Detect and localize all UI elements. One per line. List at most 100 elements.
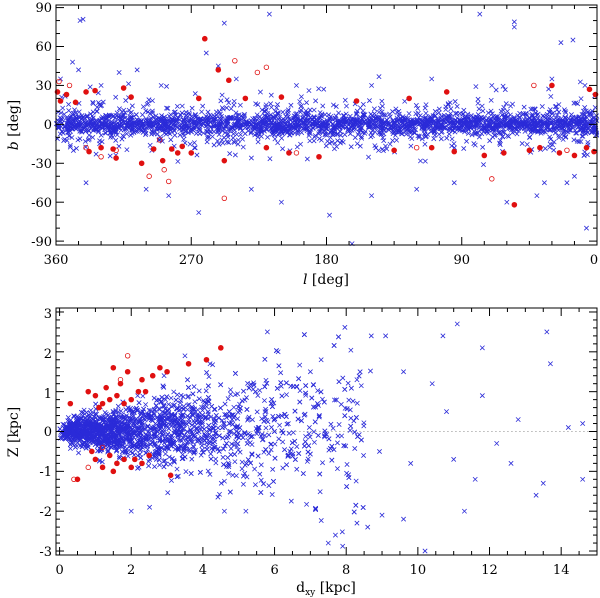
- blue-cross-point: [465, 130, 471, 136]
- blue-cross-point: [172, 123, 178, 129]
- blue-cross-point: [361, 112, 366, 118]
- blue-cross-point: [322, 428, 328, 434]
- blue-cross-point: [90, 134, 96, 140]
- blue-cross-point: [529, 125, 535, 131]
- blue-cross-point: [302, 439, 308, 445]
- blue-cross-point: [263, 406, 269, 412]
- blue-cross-point: [589, 112, 595, 118]
- blue-cross-point: [152, 407, 158, 413]
- blue-cross-point: [149, 425, 155, 431]
- blue-cross-point: [160, 383, 166, 389]
- blue-cross-point: [249, 442, 255, 448]
- blue-cross-point: [92, 429, 98, 435]
- blue-cross-point: [237, 408, 243, 414]
- blue-cross-point: [266, 11, 272, 17]
- blue-cross-point: [220, 140, 226, 146]
- blue-cross-point: [161, 464, 167, 470]
- blue-cross-point: [285, 421, 291, 427]
- blue-cross-point: [344, 461, 350, 467]
- blue-cross-point: [548, 93, 554, 99]
- blue-cross-point: [141, 406, 147, 412]
- blue-cross-point: [258, 477, 264, 483]
- blue-cross-point: [366, 124, 372, 130]
- blue-cross-point: [66, 101, 72, 107]
- red-filled-point: [86, 148, 92, 155]
- blue-cross-point: [152, 440, 158, 446]
- blue-cross-point: [377, 449, 382, 454]
- red-filled-point: [428, 144, 435, 151]
- blue-cross-point: [72, 444, 78, 450]
- blue-cross-point: [327, 446, 333, 451]
- red-open-point: [254, 69, 261, 76]
- blue-cross-point: [547, 134, 553, 140]
- blue-cross-point: [237, 122, 243, 128]
- blue-cross-point: [347, 131, 353, 137]
- blue-cross-point: [537, 119, 543, 125]
- blue-cross-point: [327, 129, 333, 135]
- blue-cross-point: [211, 425, 217, 431]
- blue-cross-point: [285, 108, 291, 114]
- red-filled-point: [443, 89, 450, 95]
- p1-xtick-label: 360: [44, 253, 69, 268]
- blue-cross-point: [95, 440, 101, 446]
- blue-cross-point: [361, 423, 367, 429]
- blue-cross-point: [263, 447, 269, 452]
- blue-cross-point: [103, 130, 109, 136]
- blue-cross-point: [187, 141, 193, 147]
- blue-cross-point: [155, 446, 161, 452]
- blue-cross-point: [535, 111, 541, 117]
- blue-cross-point: [199, 404, 205, 410]
- blue-cross-point: [241, 111, 247, 117]
- blue-cross-point: [533, 118, 539, 124]
- blue-cross-point: [73, 110, 79, 116]
- blue-cross-point: [260, 436, 266, 442]
- blue-cross-point: [417, 158, 423, 164]
- blue-cross-point: [210, 440, 216, 446]
- blue-cross-point: [118, 435, 124, 441]
- blue-cross-point: [83, 410, 89, 416]
- blue-cross-point: [394, 137, 400, 143]
- blue-cross-point: [130, 429, 136, 435]
- blue-cross-point: [137, 430, 143, 436]
- blue-cross-point: [489, 127, 495, 133]
- blue-cross-point: [583, 121, 589, 127]
- blue-cross-point: [261, 108, 267, 114]
- blue-cross-point: [105, 412, 111, 418]
- blue-cross-point: [361, 452, 367, 458]
- red-filled-point: [92, 87, 98, 94]
- blue-cross-point: [571, 117, 577, 123]
- blue-cross-point: [489, 111, 495, 117]
- blue-cross-point: [331, 146, 337, 152]
- red-filled-point: [98, 144, 104, 151]
- blue-cross-point: [316, 86, 322, 92]
- blue-cross-point: [250, 123, 256, 129]
- red-filled-point: [179, 143, 186, 150]
- blue-cross-point: [71, 413, 77, 419]
- blue-cross-point: [317, 489, 323, 495]
- blue-cross-point: [112, 119, 118, 125]
- blue-cross-point: [199, 109, 205, 115]
- red-filled-point: [242, 95, 249, 102]
- blue-cross-point: [76, 115, 82, 121]
- blue-cross-point: [303, 383, 309, 389]
- blue-cross-point: [493, 87, 499, 93]
- red-filled-point: [110, 146, 116, 152]
- blue-cross-point: [268, 92, 274, 98]
- blue-cross-point: [339, 529, 345, 535]
- blue-cross-point: [261, 449, 267, 455]
- blue-cross-point: [283, 380, 289, 386]
- blue-cross-point: [349, 127, 355, 133]
- blue-cross-point: [481, 162, 486, 168]
- blue-cross-point: [306, 425, 312, 431]
- red-filled-point: [226, 77, 232, 84]
- blue-cross-point: [157, 418, 163, 424]
- blue-cross-point: [261, 128, 267, 134]
- blue-cross-point: [113, 407, 119, 413]
- blue-cross-point: [215, 138, 220, 144]
- blue-cross-point: [255, 102, 261, 108]
- blue-cross-point: [138, 455, 144, 461]
- blue-cross-point: [196, 396, 202, 402]
- blue-cross-point: [467, 120, 473, 126]
- blue-cross-point: [555, 124, 561, 130]
- blue-cross-point: [224, 139, 230, 145]
